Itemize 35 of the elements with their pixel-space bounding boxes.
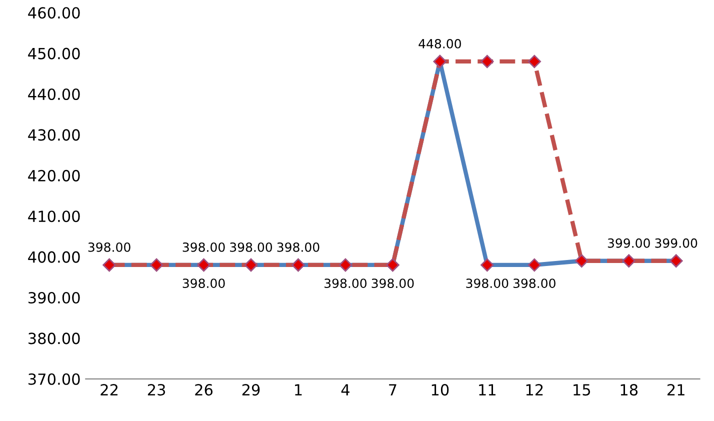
data-label: 399.00	[655, 238, 698, 248]
data-label: 398.00	[372, 278, 414, 288]
x-tick-label: 23	[148, 384, 166, 396]
x-tick-label: 4	[341, 384, 350, 396]
data-label: 398.00	[324, 278, 367, 288]
y-tick-label: 410.00	[28, 210, 80, 222]
y-tick-label: 380.00	[28, 332, 80, 344]
y-tick-label: 450.00	[28, 48, 80, 60]
data-label: 398.00	[277, 242, 320, 252]
y-tick-label: 460.00	[28, 7, 80, 19]
data-label: 398.00	[182, 278, 225, 288]
y-tick-label: 370.00	[28, 373, 80, 385]
x-tick-label: 29	[242, 384, 260, 396]
data-label: 448.00	[418, 38, 461, 48]
data-label: 398.00	[88, 242, 130, 252]
x-tick-label: 1	[295, 384, 302, 396]
y-tick-label: 440.00	[28, 88, 80, 100]
data-label: 398.00	[513, 278, 556, 288]
data-label: 398.00	[466, 278, 508, 288]
x-tick-label: 11	[479, 384, 496, 396]
x-tick-label: 26	[195, 384, 213, 396]
x-tick-label: 7	[389, 384, 396, 396]
y-tick-label: 400.00	[28, 251, 80, 263]
data-label: 398.00	[182, 242, 225, 252]
x-tick-label: 22	[100, 384, 118, 396]
x-tick-label: 10	[432, 384, 449, 396]
x-tick-label: 18	[620, 384, 638, 396]
y-tick-label: 390.00	[28, 292, 80, 304]
data-label: 398.00	[230, 242, 272, 252]
data-label: 399.00	[608, 238, 650, 248]
x-tick-label: 12	[526, 384, 543, 396]
x-tick-label: 15	[574, 384, 590, 396]
y-tick-label: 430.00	[28, 129, 80, 141]
x-tick-label: 21	[668, 384, 684, 396]
y-tick-label: 420.00	[28, 170, 80, 182]
